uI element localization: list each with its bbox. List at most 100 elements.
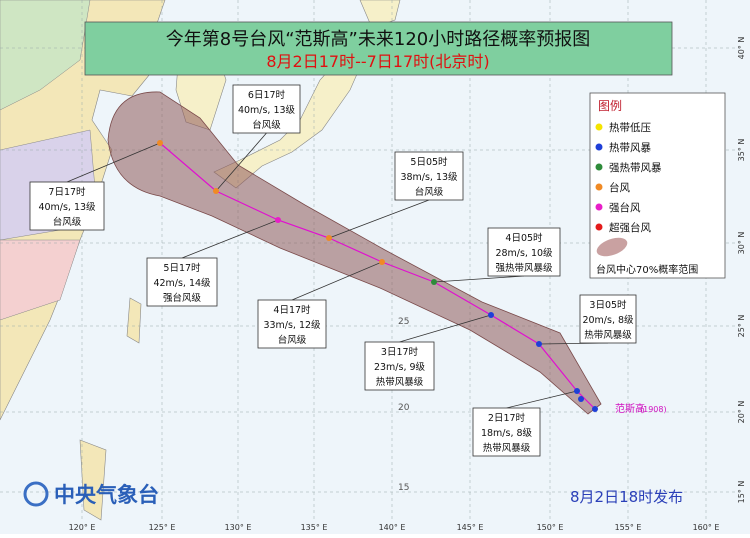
subtitle: 8月2日17时--7日17时(北京时) [266, 52, 489, 71]
lon-label: 140° E [379, 523, 406, 532]
label-wind: 18m/s, 8级 [481, 427, 533, 439]
issued: 8月2日18时发布 [570, 488, 683, 506]
probability-cone [107, 91, 602, 415]
label-time: 7日17时 [48, 186, 86, 198]
track-point [379, 259, 385, 265]
lon-label: 160° E [693, 523, 720, 532]
label-box [257, 299, 327, 349]
track-point [488, 312, 494, 318]
label-grade: 台风级 [415, 186, 444, 198]
storm-name: 范斯高 [615, 402, 645, 415]
inner-lat-label: 15 [398, 483, 409, 493]
label-time: 5日05时 [410, 156, 448, 168]
legend-label: 强台风 [609, 201, 641, 214]
label-box [487, 227, 561, 277]
leader [181, 219, 279, 259]
label-wind: 23m/s, 9级 [374, 361, 426, 373]
legend-title: 图例 [598, 99, 622, 113]
legend-cone [596, 237, 628, 257]
lat-label: 25° N [737, 315, 746, 338]
inner-lat-label: 20 [398, 403, 410, 413]
lon-label: 125° E [149, 523, 176, 532]
leader [506, 390, 578, 409]
legend-dot [595, 163, 603, 171]
leader [291, 261, 383, 301]
label-wind: 40m/s, 13级 [38, 201, 96, 213]
track-point [536, 341, 542, 347]
title: 今年第8号台风“范斯高”未来120小时路径概率预报图 [166, 29, 590, 50]
track-point [213, 188, 219, 194]
leader [215, 132, 267, 192]
lat-label: 20° N [737, 401, 746, 424]
lon-label: 135° E [301, 523, 328, 532]
leader [328, 199, 430, 239]
label-box [146, 257, 218, 307]
lat-label: 15° N [737, 481, 746, 504]
label-time: 4日17时 [273, 304, 311, 316]
track-point [578, 396, 584, 402]
label-time: 4日05时 [505, 232, 543, 244]
legend-dot [595, 203, 603, 211]
track-point [431, 279, 437, 285]
legend-dot [595, 143, 603, 151]
label-time: 3日17时 [381, 346, 419, 358]
legend-dot [595, 183, 603, 191]
label-box [394, 151, 464, 201]
label-box [472, 407, 541, 457]
label-grade: 台风级 [252, 119, 281, 131]
label-box [579, 294, 637, 344]
legend-dot [595, 223, 603, 231]
legend-label: 热带风暴 [609, 141, 651, 154]
lon-label: 155° E [615, 523, 642, 532]
track-line [159, 142, 596, 410]
label-grade: 强台风级 [163, 292, 202, 304]
lon-label: 145° E [457, 523, 484, 532]
label-wind: 20m/s, 8级 [582, 314, 634, 326]
leader [399, 314, 492, 343]
label-box [29, 181, 105, 231]
label-grade: 台风级 [278, 334, 307, 346]
track-point [574, 388, 580, 394]
legend-label: 热带低压 [609, 121, 651, 134]
label-wind: 28m/s, 10级 [495, 247, 553, 259]
lat-label: 35° N [737, 139, 746, 162]
label-time: 2日17时 [488, 412, 526, 424]
lon-label: 150° E [537, 523, 564, 532]
lon-label: 130° E [225, 523, 252, 532]
label-wind: 40m/s, 13级 [238, 104, 296, 116]
leader [433, 275, 525, 283]
label-wind: 33m/s, 12级 [263, 319, 321, 331]
lon-label: 120° E [69, 523, 96, 532]
track-point [326, 235, 332, 241]
label-box [232, 84, 301, 134]
label-wind: 38m/s, 13级 [400, 171, 458, 183]
label-grade: 热带风暴级 [376, 376, 424, 388]
current-position [592, 406, 598, 412]
storm-id: (1908) [640, 405, 667, 414]
legend-label: 强热带风暴 [609, 161, 662, 174]
legend-label: 台风 [609, 181, 630, 194]
lat-label: 30° N [737, 232, 746, 255]
legend-dot [595, 123, 603, 131]
track-point [275, 217, 281, 223]
label-grade: 热带风暴级 [584, 329, 632, 341]
track-point [157, 140, 163, 146]
label-grade: 台风级 [53, 216, 82, 228]
legend-label: 超强台风 [609, 221, 651, 234]
lat-label: 40° N [737, 37, 746, 60]
label-time: 3日05时 [589, 299, 627, 311]
agency: 中央气象台 [54, 483, 159, 507]
title-box [84, 21, 673, 76]
label-time: 5日17时 [163, 262, 201, 274]
legend-cone-label: 台风中心70%概率范围 [596, 263, 698, 276]
label-time: 6日17时 [248, 89, 286, 101]
label-grade: 强热带风暴级 [495, 262, 553, 274]
inner-lat-label: 25 [398, 317, 409, 327]
label-wind: 42m/s, 14级 [153, 277, 211, 289]
label-grade: 热带风暴级 [483, 442, 531, 454]
leader [66, 142, 161, 183]
label-box [364, 341, 435, 391]
